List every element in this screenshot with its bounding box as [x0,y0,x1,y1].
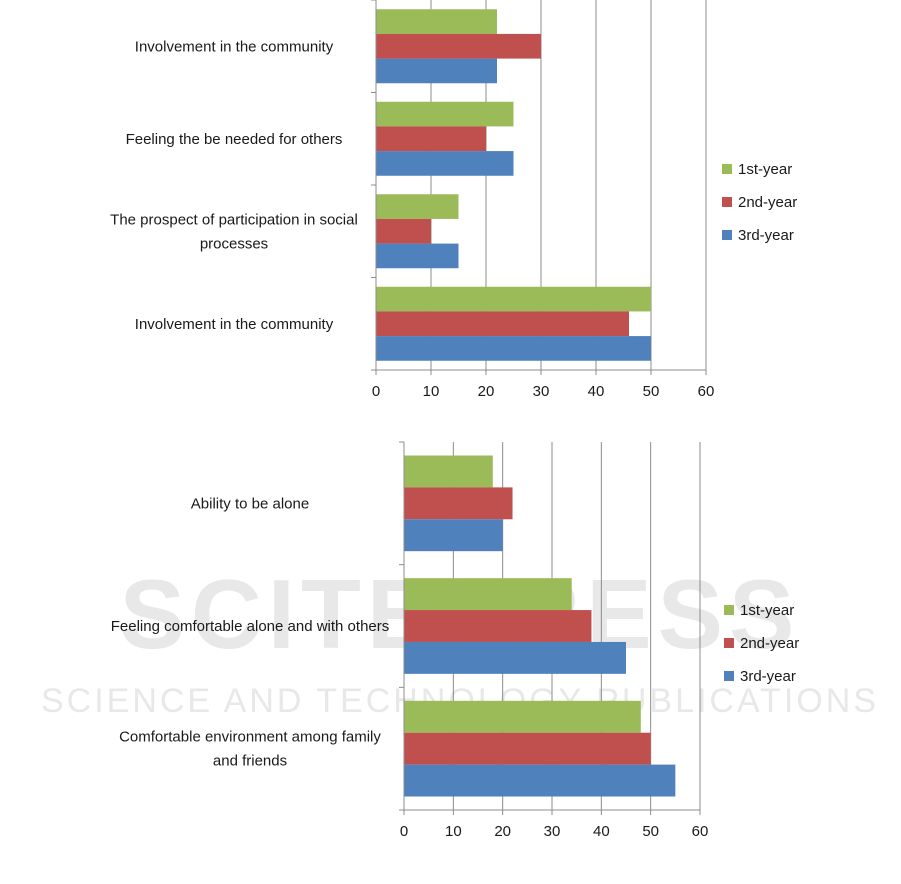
bar-1st-year-4 [376,286,651,312]
x-tick-label: 0 [400,823,408,840]
x-tick-label: 30 [533,383,550,400]
x-tick-label: 30 [544,823,561,840]
x-tick-label: 50 [643,383,660,400]
x-tick-label: 40 [593,823,610,840]
legend-label-2nd-year: 2nd-year [740,635,799,652]
x-tick-label: 60 [692,823,709,840]
x-tick-label: 20 [478,383,495,400]
bar-2nd-year-2 [404,610,592,642]
category-label-line: processes [200,235,268,252]
legend-label-1st-year: 1st-year [740,602,794,619]
bar-1st-year-3 [404,700,641,733]
bar-1st-year-1 [376,9,497,34]
bar-3rd-year-2 [404,641,626,674]
bar-3rd-year-3 [376,243,459,269]
bar-2nd-year-1 [376,33,541,59]
category-label: Ability to be alone [191,495,309,512]
x-tick-label: 10 [423,383,440,400]
x-tick-label: 60 [698,383,715,400]
bar-2nd-year-2 [376,126,486,152]
legend-swatch-3rd-year [724,671,734,681]
bar-2nd-year-3 [404,732,651,765]
bar-3rd-year-3 [404,764,676,797]
legend-swatch-2nd-year [724,638,734,648]
bar-3rd-year-4 [376,336,651,361]
category-label: The prospect of participation in social p… [110,211,358,252]
x-tick-label: 50 [642,823,659,840]
chart-2: Ability to be alone Feeling comfortable a… [111,441,799,840]
legend-label-3rd-year: 3rd-year [740,668,796,685]
category-label-line: Feeling comfortable alone and with other… [111,618,390,635]
category-label-line: Involvement in the community [135,38,334,55]
bar-1st-year-2 [376,101,514,127]
category-label-line: The prospect of participation in social [110,211,358,228]
category-label-line: Feeling the be needed for others [126,131,343,148]
x-tick-label: 0 [372,383,380,400]
bar-2nd-year-4 [376,311,629,337]
legend-swatch-3rd-year [722,230,732,240]
category-label: Feeling the be needed for others [126,131,343,148]
category-label: Involvement in the community [135,316,334,333]
category-label: Comfortable environment among family and … [119,729,381,770]
legend-swatch-1st-year [722,164,732,174]
bar-3rd-year-1 [376,58,497,84]
category-label-line: Involvement in the community [135,316,334,333]
bar-3rd-year-2 [376,151,514,176]
x-tick-label: 40 [588,383,605,400]
category-label-line: and friends [213,753,287,770]
bar-1st-year-2 [404,578,572,611]
x-tick-label: 10 [445,823,462,840]
legend-swatch-2nd-year [722,197,732,207]
bar-1st-year-1 [404,455,493,488]
category-label-line: Ability to be alone [191,495,309,512]
legend-label-3rd-year: 3rd-year [738,227,794,244]
bar-2nd-year-1 [404,487,513,520]
legend-swatch-1st-year [724,605,734,615]
x-tick-label: 20 [494,823,511,840]
bar-1st-year-3 [376,194,459,219]
bar-3rd-year-1 [404,519,503,552]
legend-label-2nd-year: 2nd-year [738,194,797,211]
bar-2nd-year-3 [376,218,431,244]
category-label: Involvement in the community [135,38,334,55]
category-label-line: Comfortable environment among family [119,729,381,746]
chart-1: Involvement in the community Feeling the … [110,0,797,400]
category-label: Feeling comfortable alone and with other… [111,618,390,635]
legend-label-1st-year: 1st-year [738,161,792,178]
